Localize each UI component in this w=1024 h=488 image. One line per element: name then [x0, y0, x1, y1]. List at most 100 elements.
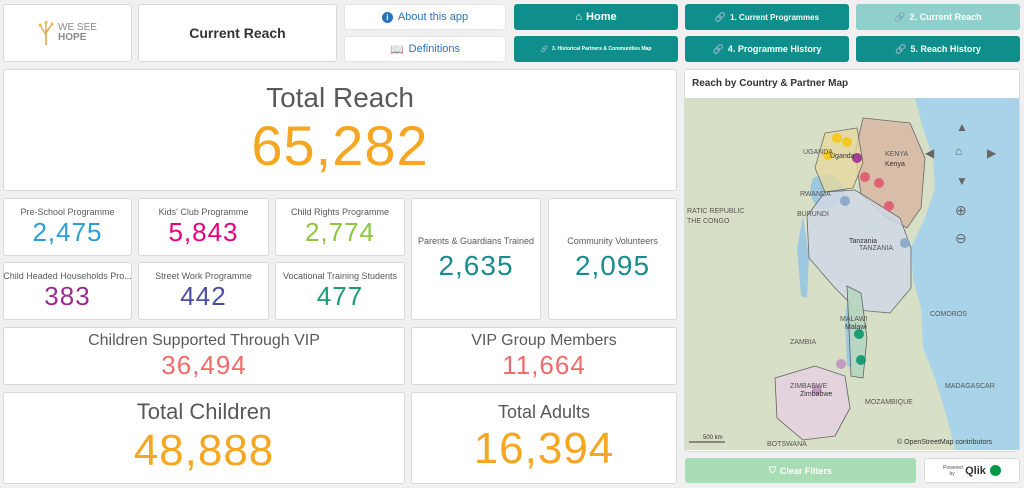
vip-children-label: Children Supported Through VIP [88, 331, 320, 349]
map-point[interactable] [823, 150, 833, 160]
map-point[interactable] [842, 137, 852, 147]
total-reach-card[interactable]: Total Reach 65,282 [3, 69, 677, 191]
pan-left-icon[interactable]: ◀ [925, 146, 935, 160]
book-icon: 📖 [389, 43, 404, 56]
map-point[interactable] [840, 196, 850, 206]
map-label-uganda: UGANDA [803, 149, 833, 156]
link-icon: 🔗 [895, 43, 907, 54]
reach-history-button[interactable]: 🔗 5. Reach History [856, 36, 1020, 62]
child-headed-card[interactable]: Child Headed Households Pro... 383 [3, 262, 132, 320]
map-label-zimbabwe-city: Zimbabwe [800, 391, 832, 398]
pre-school-value: 2,475 [32, 216, 103, 247]
clear-filters-label: Clear Filters [779, 465, 832, 476]
kids-club-card[interactable]: Kids' Club Programme 5,843 [138, 198, 269, 256]
map-label-malawi-city: Malawi [845, 324, 867, 331]
parents-card[interactable]: Parents & Guardians Trained 2,635 [411, 198, 541, 320]
historical-map-button[interactable]: 🔗 3. Historical Partners & Communities Ma… [514, 36, 678, 62]
street-work-card[interactable]: Street Work Programme 442 [138, 262, 269, 320]
map-label-drc1: RATIC REPUBLIC [687, 208, 744, 215]
definitions-button[interactable]: 📖 Definitions [344, 36, 506, 62]
map-label-madagascar: MADAGASCAR [945, 383, 995, 390]
street-work-label: Street Work Programme [155, 270, 252, 281]
total-adults-label: Total Adults [497, 401, 591, 422]
map-label-uganda-city: Uganda [830, 153, 855, 160]
programme-history-button[interactable]: 🔗 4. Programme History [685, 36, 849, 62]
vip-children-card[interactable]: Children Supported Through VIP 36,494 [3, 327, 405, 385]
home-map-icon[interactable]: ⌂ [955, 144, 963, 158]
zimbabwe-region[interactable] [774, 365, 851, 441]
kids-club-value: 5,843 [168, 216, 239, 247]
kids-club-label: Kids' Club Programme [158, 206, 249, 217]
map-label-tanzania-city: Tanzania [849, 238, 877, 245]
link-icon: 🔗 [714, 11, 727, 22]
current-reach-button[interactable]: 🔗 2. Current Reach [856, 4, 1020, 30]
current-programmes-button[interactable]: 🔗 1. Current Programmes [685, 4, 849, 30]
map-label-botswana: BOTSWANA [767, 441, 807, 448]
map-point[interactable] [884, 201, 894, 211]
zoom-in-icon[interactable]: ⊕ [955, 202, 967, 218]
tree-logo-icon [38, 21, 54, 45]
current-programmes-label: 1. Current Programmes [730, 12, 820, 22]
vocational-label: Vocational Training Students [282, 270, 398, 281]
vip-members-label: VIP Group Members [471, 331, 617, 349]
about-button[interactable]: i About this app [344, 4, 506, 30]
pan-up-icon[interactable]: ▲ [956, 120, 968, 134]
map-point[interactable] [900, 238, 910, 248]
we-see-hope-logo: WE SEE HOPE [38, 21, 97, 45]
map-point[interactable] [852, 153, 862, 163]
total-reach-value: 65,282 [251, 114, 429, 177]
page-title-card: Current Reach [138, 4, 337, 62]
home-label: Home [586, 11, 617, 23]
map-attribution: © OpenStreetMap contributors [897, 438, 993, 446]
map-point[interactable] [836, 359, 846, 369]
vip-members-card[interactable]: VIP Group Members 11,664 [411, 327, 677, 385]
pan-down-icon[interactable]: ▼ [956, 174, 968, 188]
current-reach-label: 2. Current Reach [909, 12, 982, 22]
parents-value: 2,635 [438, 250, 514, 281]
total-adults-value: 16,394 [473, 423, 615, 473]
clear-filters-button[interactable]: ⛉ Clear Filters [685, 458, 916, 483]
parents-label: Parents & Guardians Trained [417, 236, 535, 246]
map-label-tanzania: TANZANIA [859, 245, 893, 252]
pre-school-card[interactable]: Pre-School Programme 2,475 [3, 198, 132, 256]
map-label-kenya: KENYA [885, 151, 909, 158]
map-label-zimbabwe: ZIMBABWE [790, 383, 828, 390]
pre-school-label: Pre-School Programme [20, 206, 115, 217]
map-label-mozambique: MOZAMBIQUE [865, 399, 913, 406]
filter-icon: ⛉ [769, 465, 776, 475]
map-card[interactable]: Reach by Country & Partner Map [684, 69, 1020, 452]
child-headed-label: Child Headed Households Pro... [3, 270, 132, 281]
qlik-q-icon [989, 465, 1001, 476]
child-rights-value: 2,774 [304, 216, 376, 247]
volunteers-label: Community Volunteers [567, 236, 658, 246]
vip-children-value: 36,494 [161, 349, 247, 380]
volunteers-card[interactable]: Community Volunteers 2,095 [548, 198, 677, 320]
child-rights-label: Child Rights Programme [290, 206, 390, 217]
qlik-badge[interactable]: Powered by Qlik [924, 458, 1020, 483]
map-label-kenya-city: Kenya [885, 161, 905, 168]
map-point[interactable] [874, 178, 884, 188]
child-headed-value: 383 [44, 280, 91, 311]
programme-history-label: 4. Programme History [727, 44, 822, 54]
map-point[interactable] [856, 355, 866, 365]
zoom-out-icon[interactable]: ⊖ [955, 230, 967, 246]
child-rights-card[interactable]: Child Rights Programme 2,774 [275, 198, 405, 256]
map-canvas[interactable]: UGANDA Uganda KENYA Kenya RWANDA BURUNDI… [685, 98, 1019, 450]
map-scale: 500 km [703, 435, 723, 441]
pan-right-icon[interactable]: ▶ [987, 146, 997, 160]
map-point[interactable] [854, 329, 864, 339]
total-children-card[interactable]: Total Children 48,888 [3, 392, 405, 484]
logo-text-line2: HOPE [58, 32, 87, 43]
reach-history-label: 5. Reach History [910, 44, 981, 54]
total-adults-card[interactable]: Total Adults 16,394 [411, 392, 677, 484]
powered-by-text: Powered by [943, 464, 963, 477]
qlik-logo: Qlik [965, 464, 986, 477]
map-label-rwanda: RWANDA [800, 191, 831, 198]
map-point[interactable] [832, 133, 842, 143]
map-point[interactable] [812, 385, 822, 395]
map-title: Reach by Country & Partner Map [692, 78, 849, 89]
vocational-card[interactable]: Vocational Training Students 477 [275, 262, 405, 320]
home-button[interactable]: ⌂ Home [514, 4, 678, 30]
map-point[interactable] [860, 172, 870, 182]
info-icon: i [381, 11, 393, 23]
